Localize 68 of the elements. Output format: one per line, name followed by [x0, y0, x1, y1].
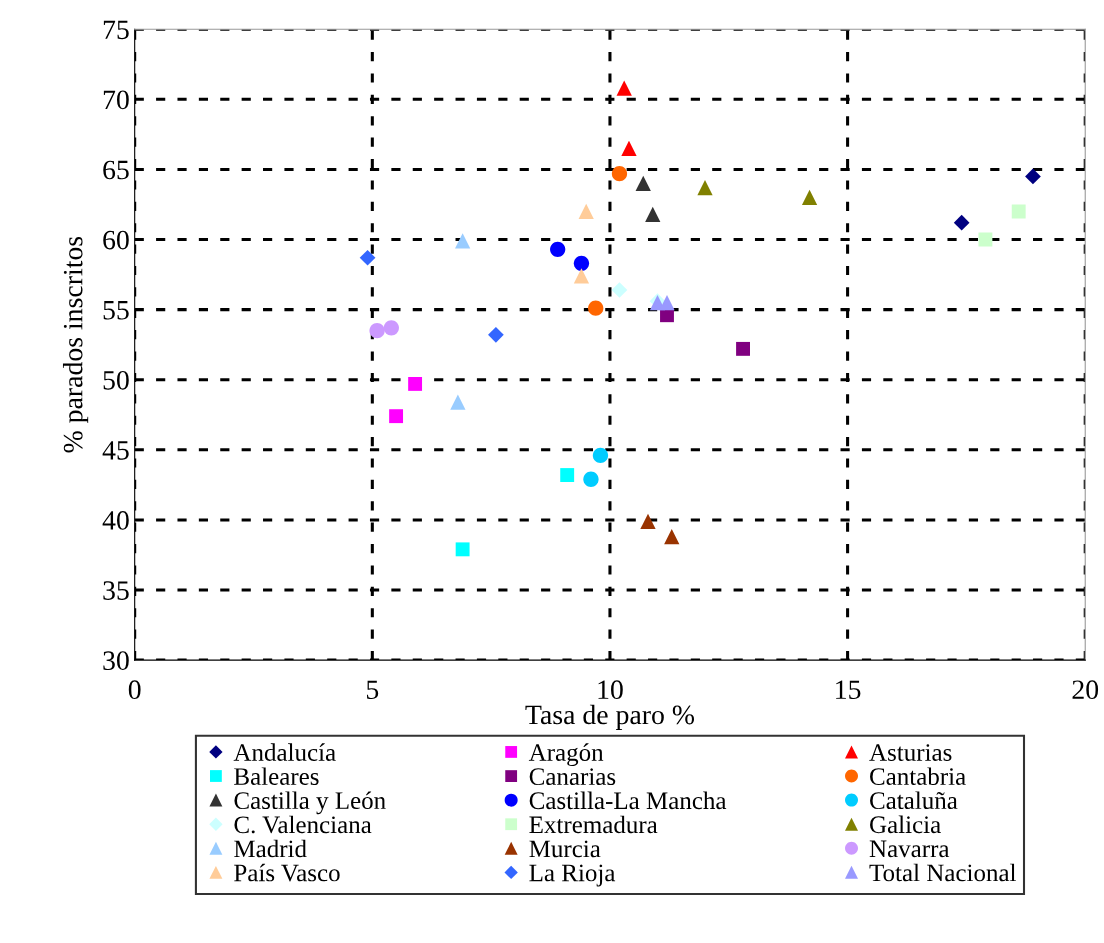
y-tick-label: 75 — [103, 20, 129, 40]
legend-label: Aragón — [528, 743, 604, 767]
point — [578, 203, 594, 220]
point — [616, 80, 632, 96]
point — [573, 255, 590, 271]
point — [736, 341, 750, 356]
y-tick-label: 50 — [103, 370, 129, 390]
legend-label: Cantabria — [870, 767, 966, 786]
point — [645, 206, 661, 222]
point — [801, 189, 818, 206]
legend-label: Andalucía — [233, 743, 336, 761]
x-tick-label: 15 — [836, 680, 861, 700]
x-tick-label: 5 — [366, 680, 379, 700]
point — [621, 140, 637, 157]
legend-label: Baleares — [234, 767, 319, 786]
y-tick-label: 35 — [103, 581, 129, 600]
legend-label: Total Nacional — [869, 863, 1016, 882]
x-tick-label: 20 — [1072, 680, 1099, 700]
legend-label: Navarra — [869, 840, 950, 858]
x-tick-label: 0 — [128, 680, 141, 700]
legend-label: País Vasco — [234, 863, 340, 882]
legend-label: Cataluña — [870, 791, 958, 810]
legend-label: C. Valenciana — [234, 815, 372, 834]
legend-label: Extremadura — [529, 815, 658, 834]
legend-label: Galicia — [870, 815, 941, 834]
point — [369, 323, 385, 339]
point — [1011, 204, 1026, 219]
legend-label: Canarias — [529, 768, 616, 786]
point — [611, 282, 628, 298]
point — [953, 214, 970, 231]
point — [383, 320, 399, 336]
point — [611, 165, 628, 182]
point — [640, 513, 656, 529]
y-tick-label: 30 — [103, 651, 129, 671]
point — [588, 300, 604, 316]
y-tick-label: 40 — [102, 511, 129, 530]
point — [978, 232, 993, 247]
legend-label: Castilla-La Mancha — [529, 791, 727, 810]
y-tick-label: 60 — [103, 230, 129, 250]
legend-label: Castilla y León — [234, 791, 386, 815]
point — [359, 249, 376, 266]
point — [455, 542, 470, 557]
point — [488, 327, 504, 343]
point — [389, 409, 404, 424]
y-tick-label: 65 — [103, 160, 129, 180]
legend-label: Asturias — [869, 744, 952, 761]
point — [659, 294, 675, 311]
x-tick-label: 10 — [598, 680, 623, 700]
legend-label: Madrid — [234, 839, 307, 858]
point — [697, 180, 713, 196]
point — [592, 447, 609, 464]
point — [635, 175, 651, 192]
legend-label: La Rioja — [529, 864, 616, 887]
y-tick-label: 70 — [103, 90, 129, 110]
point — [573, 268, 590, 284]
y-tick-label: 55 — [103, 301, 129, 320]
y-tick-label: 45 — [102, 441, 129, 460]
point — [450, 394, 466, 410]
point — [583, 471, 599, 487]
point — [454, 233, 471, 249]
legend-label: Murcia — [529, 840, 601, 858]
point — [408, 376, 423, 391]
x-axis-title: Tasa de paro % — [525, 704, 695, 730]
point — [1025, 168, 1041, 185]
y-axis-title: % parados inscritos — [62, 236, 89, 453]
point — [550, 241, 566, 257]
point — [560, 468, 575, 482]
point — [664, 529, 680, 545]
